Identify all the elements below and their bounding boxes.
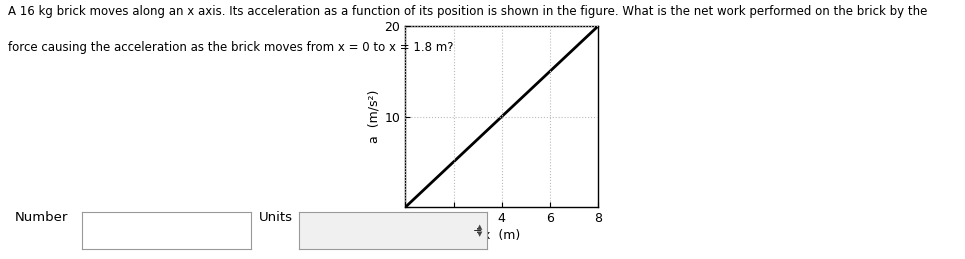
Text: A 16 kg brick moves along an x axis. Its acceleration as a function of its posit: A 16 kg brick moves along an x axis. Its… bbox=[8, 5, 927, 18]
Text: ÷: ÷ bbox=[473, 226, 482, 235]
Text: force causing the acceleration as the brick moves from x = 0 to x = 1.8 m?: force causing the acceleration as the br… bbox=[8, 41, 454, 54]
Text: Units: Units bbox=[259, 211, 292, 224]
Text: 0: 0 bbox=[390, 224, 399, 237]
Text: ▲
▼: ▲ ▼ bbox=[477, 224, 482, 237]
X-axis label: x  (m): x (m) bbox=[483, 229, 520, 242]
Text: Number: Number bbox=[14, 211, 68, 224]
Y-axis label: a  (m/s²): a (m/s²) bbox=[368, 90, 380, 143]
